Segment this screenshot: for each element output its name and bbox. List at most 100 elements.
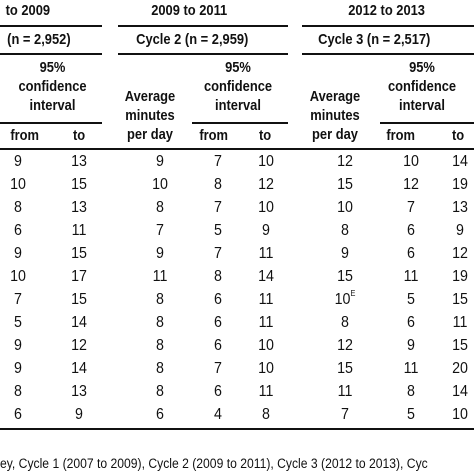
cycle-2-header: Cycle 2 (n = 2,959) — [136, 31, 249, 48]
table-cell: 12 — [452, 245, 468, 262]
table-cell: 10 — [337, 199, 353, 216]
cycle-1-ci-rule — [0, 122, 102, 124]
cycle-1-from-header: from — [10, 127, 40, 144]
cycle-2-avg-header: Average minutes per day — [124, 88, 176, 143]
table-cell: 9 — [262, 222, 270, 239]
cycle-1-rule — [0, 53, 102, 55]
table-cell: 12 — [337, 153, 353, 170]
table-cell: 8 — [156, 199, 164, 216]
table-cell: 5 — [407, 291, 415, 308]
table-cell: 10 — [10, 268, 26, 285]
table-cell: 8 — [341, 222, 349, 239]
table-cell: 14 — [452, 383, 468, 400]
table-cell: 9 — [456, 222, 464, 239]
table-cell: 8 — [156, 337, 164, 354]
cycle-2-to-header: to — [258, 127, 272, 144]
table-cell: 9 — [14, 245, 22, 262]
table-cell: 11 — [258, 245, 274, 262]
table-cell: 10 — [10, 176, 26, 193]
period-3-header: 2012 to 2013 — [348, 2, 425, 19]
cycle-3-ci-header: 95% confidence interval — [387, 59, 457, 114]
cycle-1-to-header: to — [72, 127, 86, 144]
table-cell: 12 — [71, 337, 87, 354]
table-cell: 14 — [71, 314, 87, 331]
table-cell: 15 — [337, 176, 353, 193]
table-cell: 5 — [407, 406, 415, 423]
table-cell: 8 — [156, 383, 164, 400]
table-cell: 8 — [14, 199, 22, 216]
table-cell: 6 — [214, 314, 222, 331]
table-cell: 6 — [407, 314, 415, 331]
header-bottom-rule — [0, 148, 474, 150]
table-cell: 12 — [258, 176, 274, 193]
table-cell: 17 — [71, 268, 87, 285]
table-cell: 6 — [214, 383, 222, 400]
table-cell: 11 — [403, 268, 419, 285]
table-cell: 11 — [258, 314, 274, 331]
table-cell: 10 — [452, 406, 468, 423]
table-cell: 11 — [71, 222, 87, 239]
table-cell: 14 — [452, 153, 468, 170]
table-cell: 4 — [214, 406, 222, 423]
table-cell: 9 — [14, 153, 22, 170]
table-cell: 7 — [14, 291, 22, 308]
table-cell: 7 — [341, 406, 349, 423]
table-cell: 14 — [258, 268, 274, 285]
table-cell: 7 — [214, 199, 222, 216]
table-cell: 13 — [71, 383, 87, 400]
estimate-flag: E — [350, 289, 356, 298]
cycle-3-avg-header: Average minutes per day — [309, 88, 361, 143]
period-1-rule — [0, 25, 102, 27]
cycle-3-header: Cycle 3 (n = 2,517) — [318, 31, 431, 48]
table-cell: 9 — [407, 337, 415, 354]
table-cell: 8 — [262, 406, 270, 423]
table-cell: 7 — [214, 360, 222, 377]
table-cell: 9 — [341, 245, 349, 262]
table-cell: 15 — [452, 337, 468, 354]
cycle-2-ci-rule — [192, 122, 288, 124]
table-cell: 20 — [452, 360, 468, 377]
cycle-2-ci-header: 95% confidence interval — [203, 59, 273, 114]
table-cell: 10 — [258, 337, 274, 354]
table-cell: 8 — [214, 176, 222, 193]
table-cell: 10E — [334, 289, 356, 308]
cycle-2-rule — [118, 53, 288, 55]
table-cell: 15 — [71, 176, 87, 193]
table-cell: 6 — [407, 222, 415, 239]
table-cell: 13 — [452, 199, 468, 216]
footnote: ey, Cycle 1 (2007 to 2009), Cycle 2 (200… — [0, 456, 428, 471]
table-cell: 13 — [71, 199, 87, 216]
table-cell: 6 — [14, 406, 22, 423]
table-cell: 5 — [14, 314, 22, 331]
table-cell: 8 — [14, 383, 22, 400]
table-cell: 7 — [214, 153, 222, 170]
table-cell: 9 — [14, 360, 22, 377]
table-cell: 8 — [156, 291, 164, 308]
table-cell: 8 — [156, 360, 164, 377]
table-cell: 9 — [14, 337, 22, 354]
table-bottom-rule — [0, 428, 474, 430]
table-cell: 9 — [156, 153, 164, 170]
table-cell: 14 — [71, 360, 87, 377]
table-cell: 6 — [214, 337, 222, 354]
table-cell: 15 — [71, 245, 87, 262]
cycle-3-from-header: from — [386, 127, 416, 144]
table-cell: 11 — [152, 268, 168, 285]
table-cell: 7 — [407, 199, 415, 216]
table-cell: 15 — [71, 291, 87, 308]
table-cell: 6 — [14, 222, 22, 239]
table-cell: 19 — [452, 268, 468, 285]
period-2-header: 2009 to 2011 — [151, 2, 228, 19]
table-cell: 13 — [71, 153, 87, 170]
table-cell: 6 — [214, 291, 222, 308]
table-cell: 15 — [452, 291, 468, 308]
cycle-3-ci-rule — [380, 122, 474, 124]
table-cell: 12 — [403, 176, 419, 193]
table-cell: 11 — [258, 383, 274, 400]
table-cell: 8 — [156, 314, 164, 331]
period-2-rule — [118, 25, 288, 27]
table-cell: 9 — [156, 245, 164, 262]
table-cell: 12 — [337, 337, 353, 354]
table-cell: 11 — [258, 291, 274, 308]
